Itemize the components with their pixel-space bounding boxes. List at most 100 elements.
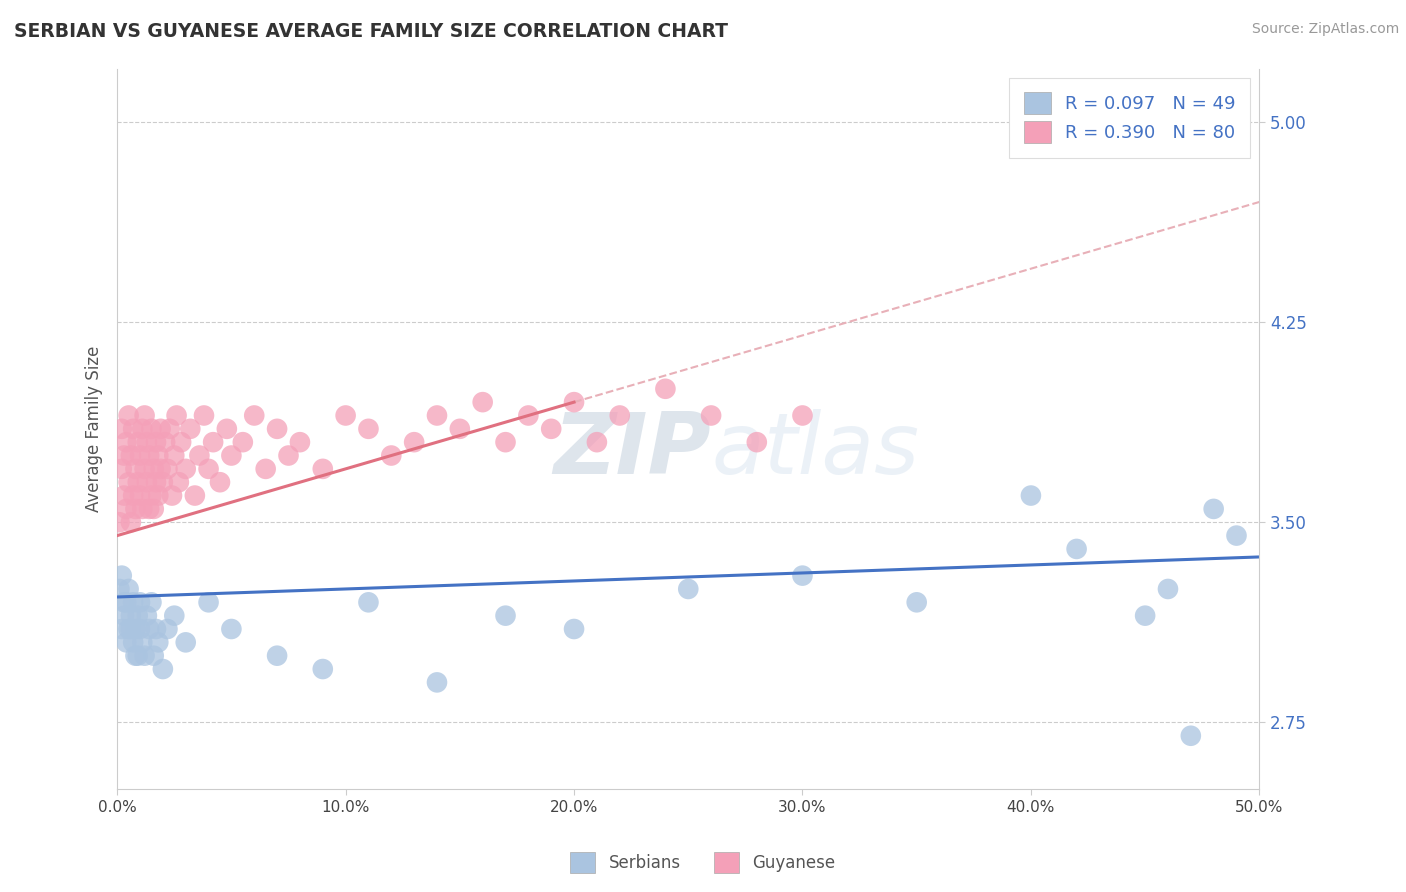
Point xyxy=(145,435,167,450)
Point xyxy=(141,489,163,503)
Point xyxy=(312,662,335,676)
Point xyxy=(120,515,142,529)
Point xyxy=(122,489,145,503)
Point xyxy=(131,635,153,649)
Point xyxy=(380,449,402,463)
Point xyxy=(156,462,179,476)
Point xyxy=(134,462,156,476)
Point xyxy=(562,395,585,409)
Point xyxy=(135,435,157,450)
Point xyxy=(115,635,138,649)
Point xyxy=(243,409,266,423)
Point xyxy=(131,502,153,516)
Point xyxy=(288,435,311,450)
Point xyxy=(145,475,167,490)
Point xyxy=(471,395,494,409)
Point xyxy=(135,475,157,490)
Point xyxy=(134,409,156,423)
Point xyxy=(138,502,160,516)
Point xyxy=(495,435,517,450)
Point xyxy=(124,648,146,663)
Point xyxy=(654,382,676,396)
Point xyxy=(232,435,254,450)
Point xyxy=(208,475,231,490)
Point xyxy=(277,449,299,463)
Point xyxy=(112,608,135,623)
Point xyxy=(129,622,152,636)
Point xyxy=(202,435,225,450)
Point xyxy=(174,462,197,476)
Point xyxy=(166,409,188,423)
Point xyxy=(127,475,149,490)
Point xyxy=(141,422,163,436)
Point xyxy=(562,622,585,636)
Point xyxy=(221,622,243,636)
Point xyxy=(108,515,131,529)
Point xyxy=(127,435,149,450)
Point xyxy=(153,435,176,450)
Point xyxy=(111,622,134,636)
Point xyxy=(120,622,142,636)
Point xyxy=(1202,502,1225,516)
Point xyxy=(449,422,471,436)
Point xyxy=(122,635,145,649)
Point xyxy=(426,409,449,423)
Point xyxy=(108,582,131,596)
Point xyxy=(167,475,190,490)
Point xyxy=(1225,528,1247,542)
Point xyxy=(142,502,165,516)
Point xyxy=(117,582,139,596)
Point xyxy=(135,608,157,623)
Point xyxy=(111,422,134,436)
Point xyxy=(115,435,138,450)
Point xyxy=(495,608,517,623)
Point xyxy=(149,462,172,476)
Point xyxy=(586,435,609,450)
Point xyxy=(112,449,135,463)
Point xyxy=(160,489,183,503)
Point xyxy=(148,635,170,649)
Point xyxy=(152,662,174,676)
Point xyxy=(312,462,335,476)
Point xyxy=(540,422,562,436)
Point xyxy=(142,648,165,663)
Point xyxy=(221,449,243,463)
Text: ZIP: ZIP xyxy=(554,409,711,492)
Point xyxy=(1019,489,1042,503)
Point xyxy=(1180,729,1202,743)
Point xyxy=(149,422,172,436)
Point xyxy=(335,409,357,423)
Point xyxy=(184,489,207,503)
Point xyxy=(170,435,193,450)
Point xyxy=(700,409,723,423)
Point xyxy=(120,449,142,463)
Point xyxy=(115,502,138,516)
Point xyxy=(117,475,139,490)
Point xyxy=(357,422,380,436)
Point xyxy=(148,489,170,503)
Point xyxy=(131,422,153,436)
Point xyxy=(122,422,145,436)
Point xyxy=(127,608,149,623)
Point xyxy=(112,489,135,503)
Point xyxy=(156,622,179,636)
Point xyxy=(124,462,146,476)
Point xyxy=(141,595,163,609)
Point xyxy=(117,622,139,636)
Point xyxy=(124,622,146,636)
Point xyxy=(678,582,700,596)
Point xyxy=(197,462,219,476)
Point xyxy=(404,435,426,450)
Point xyxy=(905,595,928,609)
Point xyxy=(134,648,156,663)
Point xyxy=(193,409,215,423)
Y-axis label: Average Family Size: Average Family Size xyxy=(86,345,103,512)
Point xyxy=(145,622,167,636)
Point xyxy=(1157,582,1180,596)
Point xyxy=(609,409,631,423)
Point xyxy=(148,449,170,463)
Point xyxy=(129,489,152,503)
Text: SERBIAN VS GUYANESE AVERAGE FAMILY SIZE CORRELATION CHART: SERBIAN VS GUYANESE AVERAGE FAMILY SIZE … xyxy=(14,22,728,41)
Point xyxy=(129,595,152,609)
Point xyxy=(179,422,201,436)
